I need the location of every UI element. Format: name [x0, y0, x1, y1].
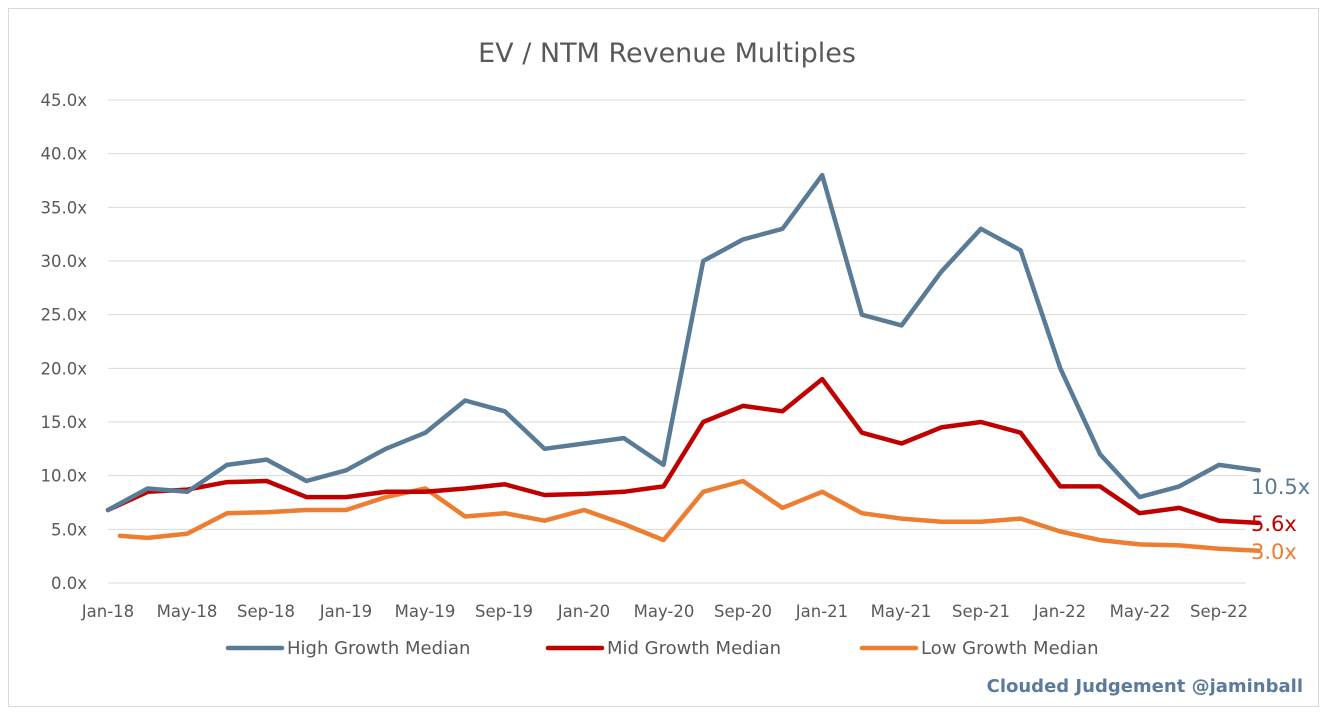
y-axis-ticks: 0.0x 5.0x 10.0x 15.0x 20.0x 25.0x 30.0x 35.0x 40…	[40, 91, 87, 593]
y-tick-label: 15.0x	[40, 413, 87, 432]
chart-frame	[8, 8, 1319, 707]
legend-label: High Growth Median	[287, 638, 470, 659]
x-tick-label: Jan-22	[1033, 602, 1086, 621]
x-tick-label: Sep-22	[1190, 602, 1248, 621]
x-tick-label: May-20	[634, 602, 695, 621]
legend-label: Low Growth Median	[921, 638, 1099, 659]
credit-text: Clouded Judgement @jaminball	[987, 676, 1303, 697]
x-tick-label: Jan-20	[557, 602, 610, 621]
y-tick-label: 5.0x	[51, 520, 87, 539]
y-tick-label: 40.0x	[40, 145, 87, 164]
gridlines	[108, 99, 1246, 584]
x-tick-label: Sep-19	[475, 602, 533, 621]
y-tick-label: 0.0x	[51, 574, 87, 593]
end-label: 3.0x	[1251, 540, 1297, 564]
x-tick-label: Sep-18	[237, 602, 295, 621]
x-tick-label: Jan-18	[81, 602, 134, 621]
y-tick-label: 30.0x	[40, 252, 87, 271]
y-tick-label: 10.0x	[40, 467, 87, 486]
end-label: 10.5x	[1251, 475, 1310, 499]
legend: High Growth Median Mid Growth Median Low G…	[225, 638, 1099, 659]
series-line-mid-growth-median	[105, 376, 1261, 526]
y-tick-label: 25.0x	[40, 306, 87, 325]
y-tick-label: 35.0x	[40, 198, 87, 217]
series-line-high-growth-median	[105, 172, 1261, 513]
end-label: 5.6x	[1251, 512, 1297, 536]
y-tick-label: 20.0x	[40, 359, 87, 378]
y-tick-label: 45.0x	[40, 91, 87, 110]
x-tick-label: May-18	[157, 602, 218, 621]
x-tick-label: Jan-19	[319, 602, 372, 621]
x-tick-label: Sep-20	[714, 602, 772, 621]
x-tick-label: Sep-21	[952, 602, 1010, 621]
x-tick-label: May-21	[871, 602, 932, 621]
x-tick-label: May-22	[1110, 602, 1171, 621]
end-labels: 10.5x 5.6x 3.0x	[1251, 475, 1310, 564]
x-tick-label: Jan-21	[795, 602, 848, 621]
series-line-low-growth-median	[117, 478, 1261, 554]
series-lines	[105, 172, 1261, 554]
chart-title: EV / NTM Revenue Multiples	[478, 38, 856, 69]
x-tick-label: May-19	[395, 602, 456, 621]
x-axis-ticks: Jan-18 May-18 Sep-18 Jan-19 May-19 Sep-19 Jan-…	[81, 602, 1248, 621]
legend-label: Mid Growth Median	[607, 638, 781, 659]
